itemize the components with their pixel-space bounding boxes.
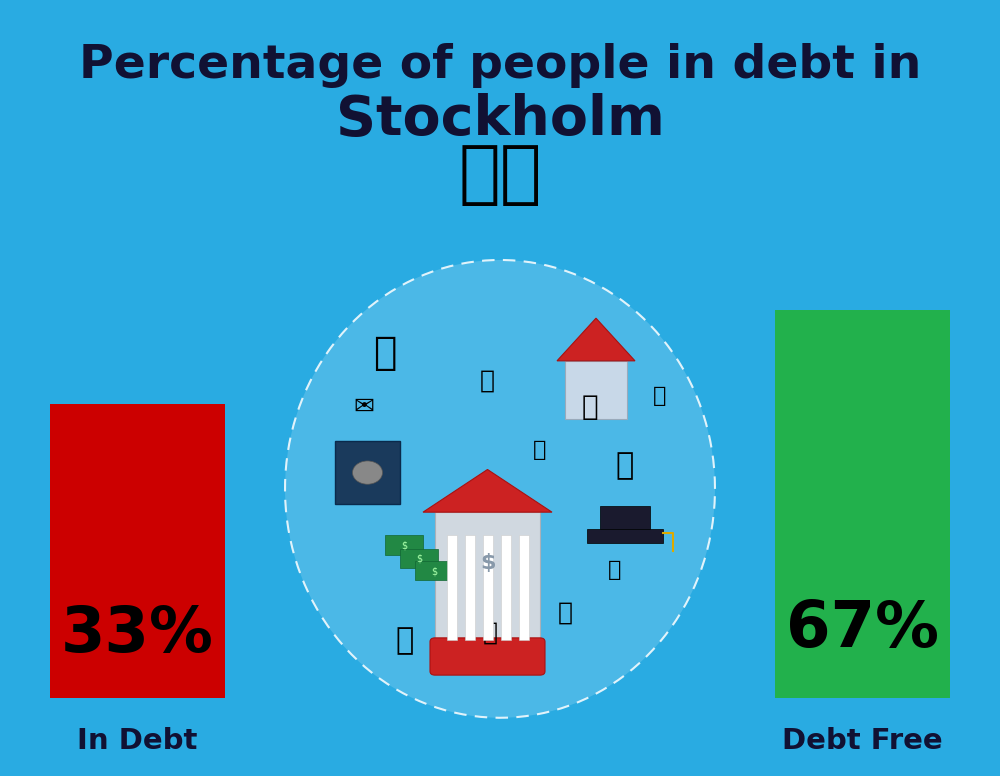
Text: 🧮: 🧮 [480, 369, 494, 392]
FancyBboxPatch shape [775, 310, 950, 698]
Text: 🇸🇪: 🇸🇪 [458, 141, 542, 208]
FancyBboxPatch shape [430, 638, 545, 675]
Text: 📱: 📱 [616, 451, 634, 480]
FancyBboxPatch shape [600, 506, 650, 529]
Text: 💼: 💼 [396, 625, 414, 655]
Polygon shape [557, 318, 635, 361]
Text: Stockholm: Stockholm [336, 93, 664, 147]
Text: 🔒: 🔒 [608, 560, 622, 580]
FancyBboxPatch shape [400, 549, 438, 568]
FancyBboxPatch shape [587, 529, 663, 543]
Text: 🦅: 🦅 [373, 334, 397, 372]
Text: 67%: 67% [786, 598, 939, 660]
FancyBboxPatch shape [501, 535, 511, 640]
FancyBboxPatch shape [565, 361, 627, 419]
Text: In Debt: In Debt [77, 727, 198, 755]
Text: 📄: 📄 [558, 601, 572, 625]
Ellipse shape [285, 260, 715, 718]
Text: 🐷: 🐷 [482, 621, 498, 644]
FancyBboxPatch shape [415, 561, 453, 580]
FancyBboxPatch shape [435, 512, 540, 640]
Circle shape [353, 461, 383, 484]
FancyBboxPatch shape [483, 535, 493, 640]
Text: 🪙: 🪙 [582, 393, 598, 421]
Text: 🔑: 🔑 [533, 440, 547, 460]
FancyBboxPatch shape [465, 535, 475, 640]
Text: $: $ [416, 554, 422, 563]
Polygon shape [423, 469, 552, 512]
FancyBboxPatch shape [385, 535, 423, 555]
Text: $: $ [480, 553, 495, 573]
FancyBboxPatch shape [447, 535, 457, 640]
Text: Debt Free: Debt Free [782, 727, 943, 755]
FancyBboxPatch shape [519, 535, 529, 640]
Text: $: $ [431, 566, 437, 576]
Text: ✉️: ✉️ [354, 396, 376, 419]
Text: Percentage of people in debt in: Percentage of people in debt in [79, 43, 921, 88]
FancyBboxPatch shape [50, 404, 225, 698]
FancyBboxPatch shape [335, 441, 400, 504]
Text: $: $ [401, 541, 407, 550]
Text: 33%: 33% [61, 602, 214, 664]
Text: 💳: 💳 [653, 386, 667, 406]
